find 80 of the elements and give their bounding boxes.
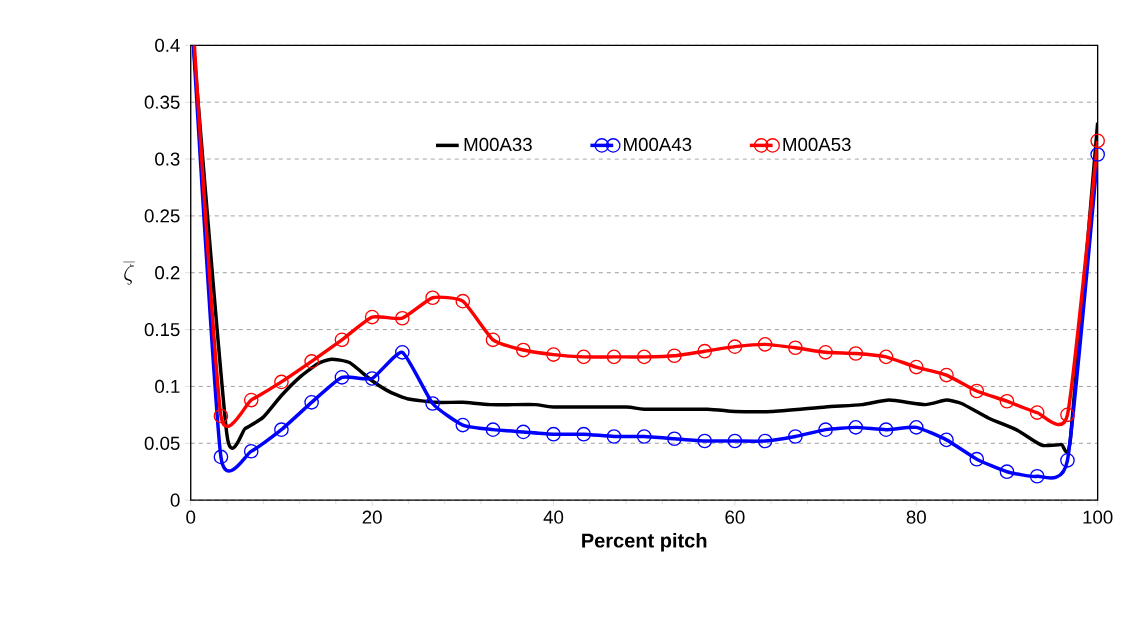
point (848, 346, 864, 361)
point (757, 433, 773, 449)
point (394, 344, 410, 360)
x-tick-label: 80 (906, 510, 926, 524)
point (546, 426, 561, 442)
y-tick-label: 0.05 (144, 436, 180, 450)
point (304, 354, 319, 369)
point (334, 369, 350, 385)
point (364, 371, 380, 386)
point (727, 339, 743, 354)
point (394, 310, 410, 326)
point (334, 332, 350, 348)
point (576, 349, 592, 365)
point (908, 359, 924, 375)
point (878, 422, 894, 437)
y-tick-label: 0.15 (144, 322, 180, 337)
point (546, 347, 561, 362)
point (455, 417, 471, 433)
point (697, 343, 713, 359)
point (1029, 405, 1045, 420)
y-tick-label: 0.4 (155, 38, 180, 52)
point (788, 429, 803, 444)
point (636, 429, 652, 444)
point (788, 340, 803, 356)
point (878, 349, 894, 365)
point (969, 451, 985, 467)
point (243, 392, 259, 408)
point (969, 383, 985, 399)
point (213, 449, 229, 465)
point (606, 349, 622, 365)
point (304, 394, 319, 410)
point (939, 367, 954, 383)
point (1090, 147, 1105, 162)
point (667, 348, 682, 363)
point (939, 432, 954, 448)
x-tick-label: 40 (543, 510, 564, 524)
point (818, 344, 833, 360)
legend-label: M00A43 (624, 137, 692, 152)
point (274, 422, 289, 437)
point (425, 396, 440, 411)
point (243, 443, 259, 459)
x-tick-label: 0 (186, 510, 196, 524)
x-axis-title: Percent pitch (582, 532, 707, 552)
point (515, 342, 531, 358)
y-tick-label: 0.1 (155, 379, 180, 393)
point (1060, 407, 1075, 423)
point (425, 290, 440, 306)
y-axis-title: $\overline{\zeta}$ (123, 261, 135, 285)
legend-label: M00A33 (464, 137, 532, 152)
legend-label: M00A53 (783, 137, 851, 152)
point (213, 408, 229, 424)
y-tick-label: 0.3 (155, 152, 180, 166)
point (455, 293, 471, 309)
y-tick-label: 0.25 (144, 209, 180, 223)
point (1029, 468, 1045, 484)
point (515, 424, 531, 440)
point (727, 433, 743, 449)
point (485, 422, 501, 437)
point (606, 429, 622, 444)
y-tick-label: 0 (170, 493, 180, 507)
point (697, 433, 713, 449)
point (667, 431, 682, 446)
point (999, 393, 1015, 409)
point (576, 426, 592, 442)
point (274, 374, 289, 390)
y-tick-label: 0.2 (155, 266, 180, 280)
y-tick-label: 0.35 (144, 95, 180, 109)
point (818, 422, 833, 437)
x-tick-label: 60 (725, 510, 745, 524)
x-tick-label: 20 (362, 510, 382, 524)
point (908, 419, 924, 435)
point (1060, 452, 1075, 468)
point (636, 349, 652, 365)
point (364, 309, 380, 325)
point (757, 336, 773, 352)
point (485, 332, 501, 348)
x-tick-label: 100 (1083, 510, 1113, 524)
point (848, 419, 864, 435)
point (1090, 133, 1105, 149)
point (999, 464, 1015, 479)
